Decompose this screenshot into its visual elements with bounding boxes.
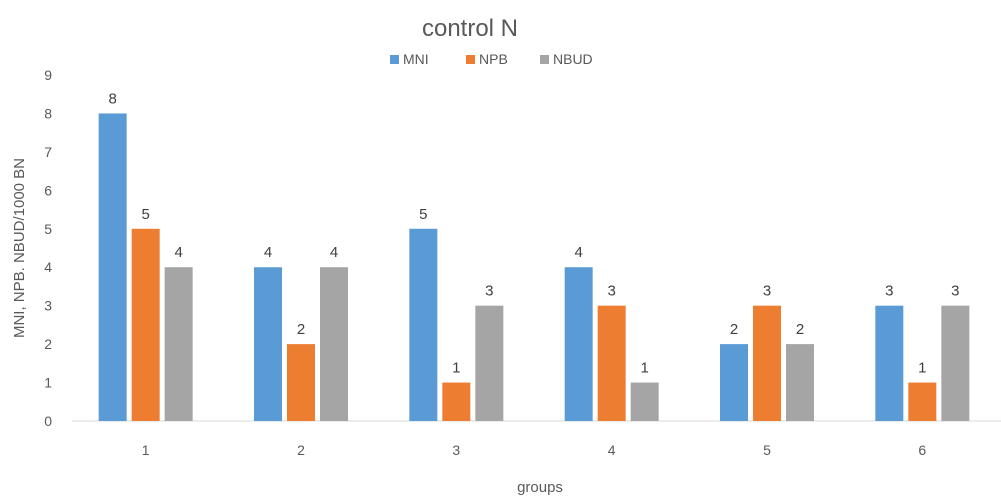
data-label: 5: [141, 206, 149, 223]
bars: [98, 113, 970, 421]
x-tick-label: 4: [608, 442, 616, 458]
data-label: 5: [419, 206, 427, 223]
y-tick-label: 8: [44, 105, 52, 121]
bar-nbud-group-4: [630, 382, 659, 421]
y-tick-label: 6: [44, 182, 52, 198]
bar-mni-group-5: [720, 344, 748, 421]
data-label: 4: [574, 244, 582, 261]
y-axis-ticks: 0 1 2 3 4 5 6 7 8 9: [44, 67, 52, 429]
bar-npb-group-4: [597, 305, 626, 421]
bar-npb-group-5: [753, 305, 781, 421]
bar-nbud-group-3: [475, 305, 504, 421]
y-tick-label: 4: [44, 259, 52, 275]
data-label: 3: [485, 283, 493, 300]
bar-npb-group-6: [908, 382, 937, 421]
data-label: 8: [108, 90, 116, 107]
legend-label: NPB: [479, 51, 508, 67]
data-label: 4: [174, 244, 182, 261]
y-tick-label: 1: [44, 375, 52, 391]
x-tick-label: 6: [918, 442, 926, 458]
x-tick-label: 5: [763, 442, 771, 458]
legend: MNI NPB NBUD: [390, 51, 593, 67]
data-label: 1: [640, 360, 648, 377]
data-label: 1: [452, 360, 460, 377]
x-axis-label: groups: [517, 479, 563, 496]
y-axis-label: MNI, NPB. NBUD/1000 BN: [11, 158, 28, 338]
data-label: 4: [330, 244, 338, 261]
x-tick-label: 1: [142, 442, 150, 458]
data-label: 1: [918, 360, 926, 377]
data-label: 3: [607, 283, 615, 300]
bar-nbud-group-6: [941, 305, 970, 421]
chart-title: control N: [422, 15, 518, 42]
bar-npb-group-1: [131, 228, 160, 421]
bar-mni-group-1: [98, 113, 127, 421]
legend-swatch-mni: [390, 55, 399, 64]
bar-npb-group-2: [287, 344, 315, 421]
bar-mni-group-4: [564, 267, 593, 421]
y-tick-label: 7: [44, 144, 52, 160]
bar-npb-group-3: [442, 382, 471, 421]
data-label: 3: [951, 283, 959, 300]
data-label: 3: [885, 283, 893, 300]
data-label: 2: [297, 321, 305, 338]
legend-label: NBUD: [553, 51, 593, 67]
data-labels: 8 5 4 4 2 4 5 1 3 4 3 1 2 3 2 3 1 3: [108, 90, 959, 376]
y-tick-label: 2: [44, 336, 52, 352]
y-tick-label: 0: [44, 413, 52, 429]
y-tick-label: 9: [44, 67, 52, 83]
legend-swatch-npb: [466, 55, 475, 64]
x-axis-ticks: 1 2 3 4 5 6: [142, 442, 927, 458]
x-tick-label: 2: [297, 442, 305, 458]
data-label: 2: [796, 321, 804, 338]
bar-mni-group-3: [409, 228, 438, 421]
legend-swatch-nbud: [540, 55, 549, 64]
data-label: 2: [730, 321, 738, 338]
bar-mni-group-2: [254, 267, 282, 421]
bar-nbud-group-1: [164, 267, 193, 421]
y-tick-label: 5: [44, 221, 52, 237]
bar-nbud-group-5: [786, 344, 814, 421]
x-tick-label: 3: [452, 442, 460, 458]
legend-label: MNI: [403, 51, 429, 67]
bar-nbud-group-2: [320, 267, 348, 421]
data-label: 3: [763, 283, 771, 300]
bar-mni-group-6: [875, 305, 904, 421]
data-label: 4: [264, 244, 272, 261]
y-tick-label: 3: [44, 298, 52, 314]
